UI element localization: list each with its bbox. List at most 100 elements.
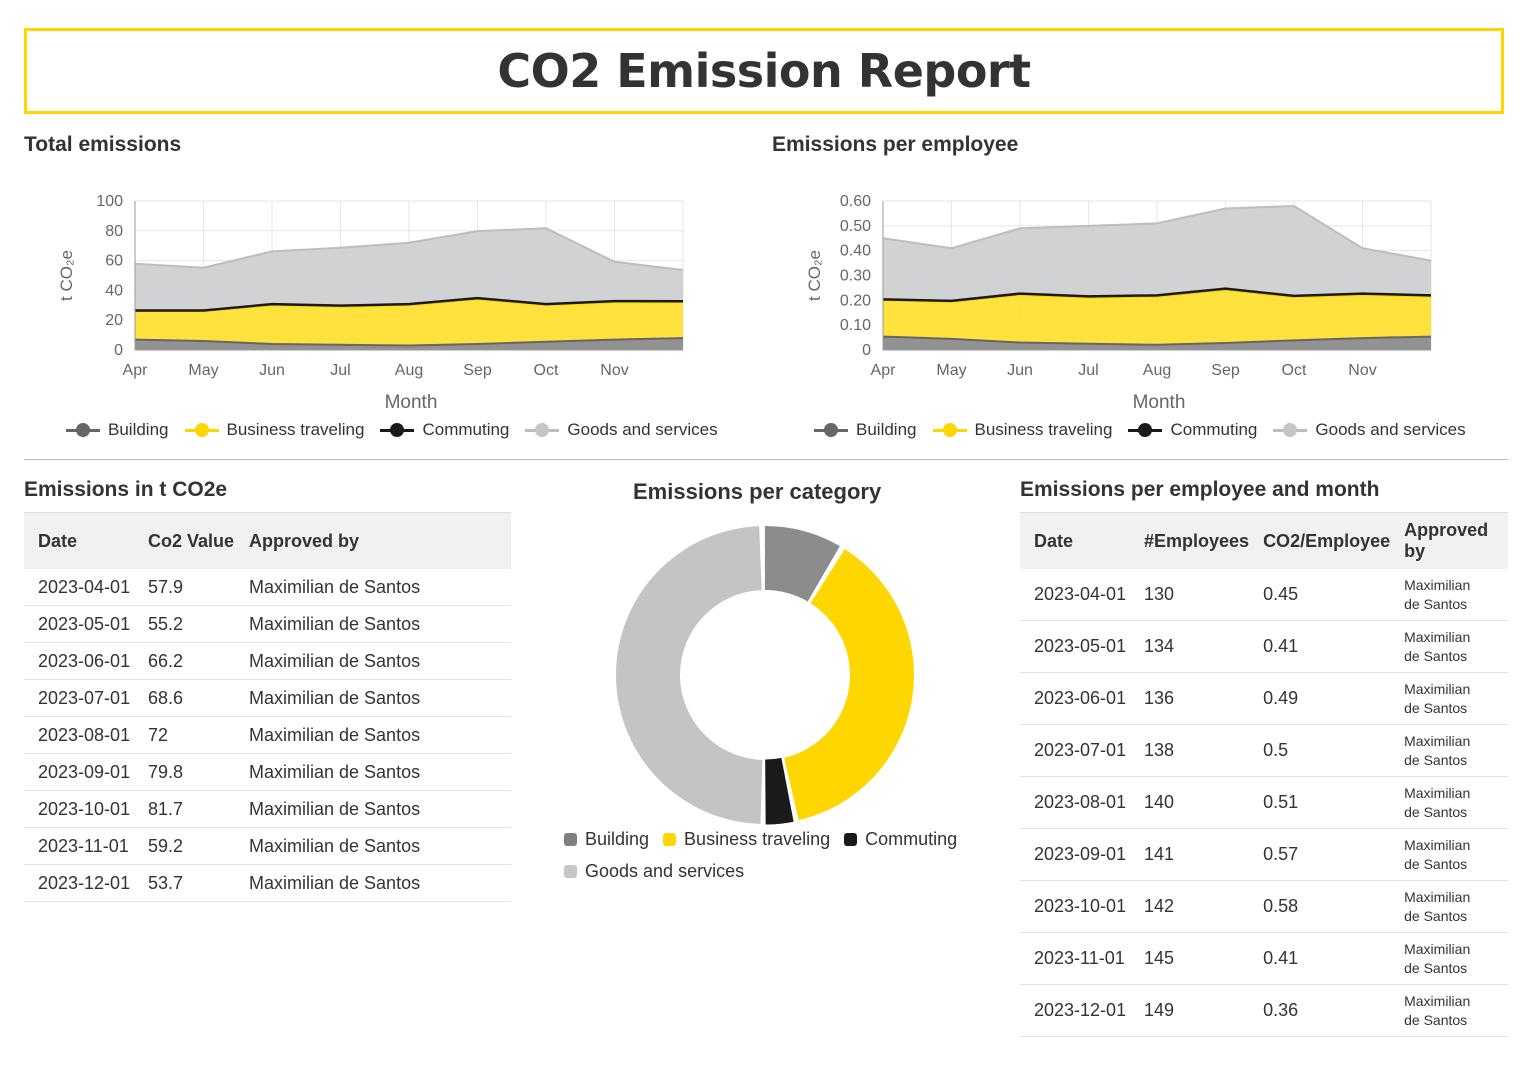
area-building-line bbox=[882, 335, 1432, 346]
legend-swatch-icon bbox=[663, 833, 677, 846]
table-cell: 79.8 bbox=[134, 753, 235, 791]
table-row[interactable]: 2023-10-01 142 0.58 Maximilian de Santos bbox=[1020, 880, 1508, 933]
legend-building[interactable]: Building bbox=[66, 420, 169, 440]
legend-business-traveling[interactable]: Business traveling bbox=[184, 420, 364, 440]
table-row[interactable]: 2023-07-01 138 0.5 Maximilian de Santos bbox=[1020, 724, 1508, 777]
table-cell: 0.41 bbox=[1249, 932, 1391, 985]
table-cell: 66.2 bbox=[134, 642, 235, 680]
area-building bbox=[883, 336, 1431, 350]
table-cell: 145 bbox=[1130, 932, 1250, 985]
x-tick-label: May bbox=[936, 362, 966, 379]
employee-emissions-chart: 0 0.10 0.20 0.30 0.40 0.50 0.60 Apr May Jun Jul Aug… bbox=[805, 193, 1432, 413]
total-emissions-chart: 0 20 40 60 80 100 Apr May Jun Jul Aug Sep Oct Nov Mont… bbox=[57, 193, 684, 413]
legend-commuting[interactable]: Commuting bbox=[1128, 420, 1257, 440]
legend-building[interactable]: Building bbox=[814, 420, 917, 440]
table-cell: Maximilian de Santos bbox=[1390, 672, 1508, 725]
table-cell: 140 bbox=[1130, 776, 1250, 829]
table-cell: Maximilian de Santos bbox=[235, 827, 511, 865]
table-cell: 68.6 bbox=[134, 679, 235, 717]
table-row[interactable]: 2023-11-01 145 0.41 Maximilian de Santos bbox=[1020, 932, 1508, 985]
table-cell: Maximilian de Santos bbox=[235, 864, 511, 902]
legend-business-traveling[interactable]: Business traveling bbox=[932, 420, 1113, 440]
table-cell: Maximilian de Santos bbox=[1390, 776, 1508, 829]
legend-label: Building bbox=[108, 420, 169, 439]
area-goods-services-line bbox=[882, 204, 1432, 262]
employee-emissions-title: Emissions per employee bbox=[772, 133, 1019, 156]
column-header[interactable]: Approved by bbox=[235, 512, 511, 569]
legend-marker-icon bbox=[66, 423, 100, 437]
table-cell: 2023-08-01 bbox=[1020, 776, 1130, 829]
x-tick-label: Sep bbox=[1211, 362, 1240, 379]
column-header[interactable]: Co2 Value bbox=[134, 512, 235, 569]
legend-swatch-icon bbox=[844, 833, 858, 846]
legend-goods-services[interactable]: Goods and services bbox=[525, 420, 718, 440]
column-header[interactable]: Approved by bbox=[1390, 512, 1508, 569]
table-row[interactable]: 2023-07-01 68.6 Maximilian de Santos bbox=[24, 679, 511, 717]
legend-label: Business traveling bbox=[974, 420, 1113, 439]
legend-label: Commuting bbox=[1170, 420, 1258, 439]
legend-building[interactable]: Building bbox=[564, 824, 649, 855]
y-tick-label: 0.30 bbox=[840, 268, 871, 285]
table-row[interactable]: 2023-06-01 66.2 Maximilian de Santos bbox=[24, 642, 511, 680]
table-row[interactable]: 2023-06-01 136 0.49 Maximilian de Santos bbox=[1020, 672, 1508, 725]
emissions-table: Date Co2 Value Approved by 2023-04-01 57.… bbox=[24, 512, 511, 902]
legend-label: Goods and services bbox=[567, 420, 718, 439]
legend-commuting[interactable]: Commuting bbox=[844, 824, 957, 855]
table-cell: 2023-08-01 bbox=[24, 716, 134, 754]
column-header[interactable]: Date bbox=[24, 512, 134, 569]
table-cell: 2023-06-01 bbox=[1020, 672, 1130, 725]
table-cell: 2023-07-01 bbox=[24, 679, 134, 717]
table-cell: 2023-04-01 bbox=[24, 569, 134, 606]
total-emissions-legend: Building Business traveling Commuting Goods… bbox=[66, 420, 734, 440]
legend-commuting[interactable]: Commuting bbox=[380, 420, 509, 440]
legend-label: Goods and services bbox=[585, 861, 745, 881]
table-row[interactable]: 2023-09-01 141 0.57 Maximilian de Santos bbox=[1020, 828, 1508, 881]
legend-goods-services[interactable]: Goods and services bbox=[564, 856, 744, 887]
table-cell: 72 bbox=[134, 716, 235, 754]
column-header[interactable]: CO2/Employee bbox=[1249, 512, 1391, 569]
table-row[interactable]: 2023-08-01 140 0.51 Maximilian de Santos bbox=[1020, 776, 1508, 829]
table-row[interactable]: 2023-04-01 130 0.45 Maximilian de Santos bbox=[1020, 569, 1508, 621]
slice-business-traveling bbox=[784, 549, 914, 821]
x-tick-label: Apr bbox=[871, 362, 897, 379]
legend-business-traveling[interactable]: Business traveling bbox=[663, 824, 830, 855]
table-row[interactable]: 2023-12-01 53.7 Maximilian de Santos bbox=[24, 864, 511, 902]
table-row[interactable]: 2023-05-01 134 0.41 Maximilian de Santos bbox=[1020, 620, 1508, 673]
y-tick-label: 0.60 bbox=[840, 193, 871, 210]
y-tick-label: 40 bbox=[105, 282, 123, 299]
column-header[interactable]: Date bbox=[1020, 512, 1130, 569]
table-row[interactable]: 2023-11-01 59.2 Maximilian de Santos bbox=[24, 827, 511, 865]
column-header[interactable]: #Employees bbox=[1130, 512, 1250, 569]
legend-label: Building bbox=[856, 420, 917, 439]
table-cell: Maximilian de Santos bbox=[1390, 828, 1508, 881]
legend-label: Building bbox=[585, 829, 650, 849]
table-cell: 0.58 bbox=[1249, 880, 1391, 933]
table-cell: Maximilian de Santos bbox=[1390, 724, 1508, 777]
table-cell: 138 bbox=[1130, 724, 1250, 777]
table-cell: 2023-07-01 bbox=[1020, 724, 1130, 777]
table-row[interactable]: 2023-12-01 149 0.36 Maximilian de Santos bbox=[1020, 984, 1508, 1037]
table-cell: 0.49 bbox=[1249, 672, 1391, 725]
area-goods-services bbox=[883, 205, 1431, 301]
table-cell: 2023-12-01 bbox=[1020, 984, 1130, 1037]
table1-title: Emissions in t CO2e bbox=[24, 478, 228, 501]
table-cell: 2023-11-01 bbox=[24, 827, 134, 865]
table-row[interactable]: 2023-05-01 55.2 Maximilian de Santos bbox=[24, 605, 511, 643]
y-tick-label: 0 bbox=[114, 342, 123, 359]
table-row[interactable]: 2023-09-01 79.8 Maximilian de Santos bbox=[24, 753, 511, 791]
legend-goods-services[interactable]: Goods and services bbox=[1273, 420, 1466, 440]
table-cell: Maximilian de Santos bbox=[1390, 932, 1508, 985]
table-cell: Maximilian de Santos bbox=[1390, 984, 1508, 1037]
table-cell: Maximilian de Santos bbox=[1390, 569, 1508, 621]
table-row[interactable]: 2023-04-01 57.9 Maximilian de Santos bbox=[24, 569, 511, 606]
area-business-traveling bbox=[135, 299, 683, 346]
table-cell: 141 bbox=[1130, 828, 1250, 881]
table-row[interactable]: 2023-08-01 72 Maximilian de Santos bbox=[24, 716, 511, 754]
y-tick-label: 60 bbox=[105, 253, 123, 270]
x-tick-label: Aug bbox=[395, 362, 423, 379]
x-tick-label: Jul bbox=[330, 362, 350, 379]
y-axis-label: t CO₂e bbox=[57, 250, 76, 301]
table-row[interactable]: 2023-10-01 81.7 Maximilian de Santos bbox=[24, 790, 511, 828]
legend-label: Commuting bbox=[422, 420, 510, 439]
total-emissions-title: Total emissions bbox=[24, 133, 182, 156]
